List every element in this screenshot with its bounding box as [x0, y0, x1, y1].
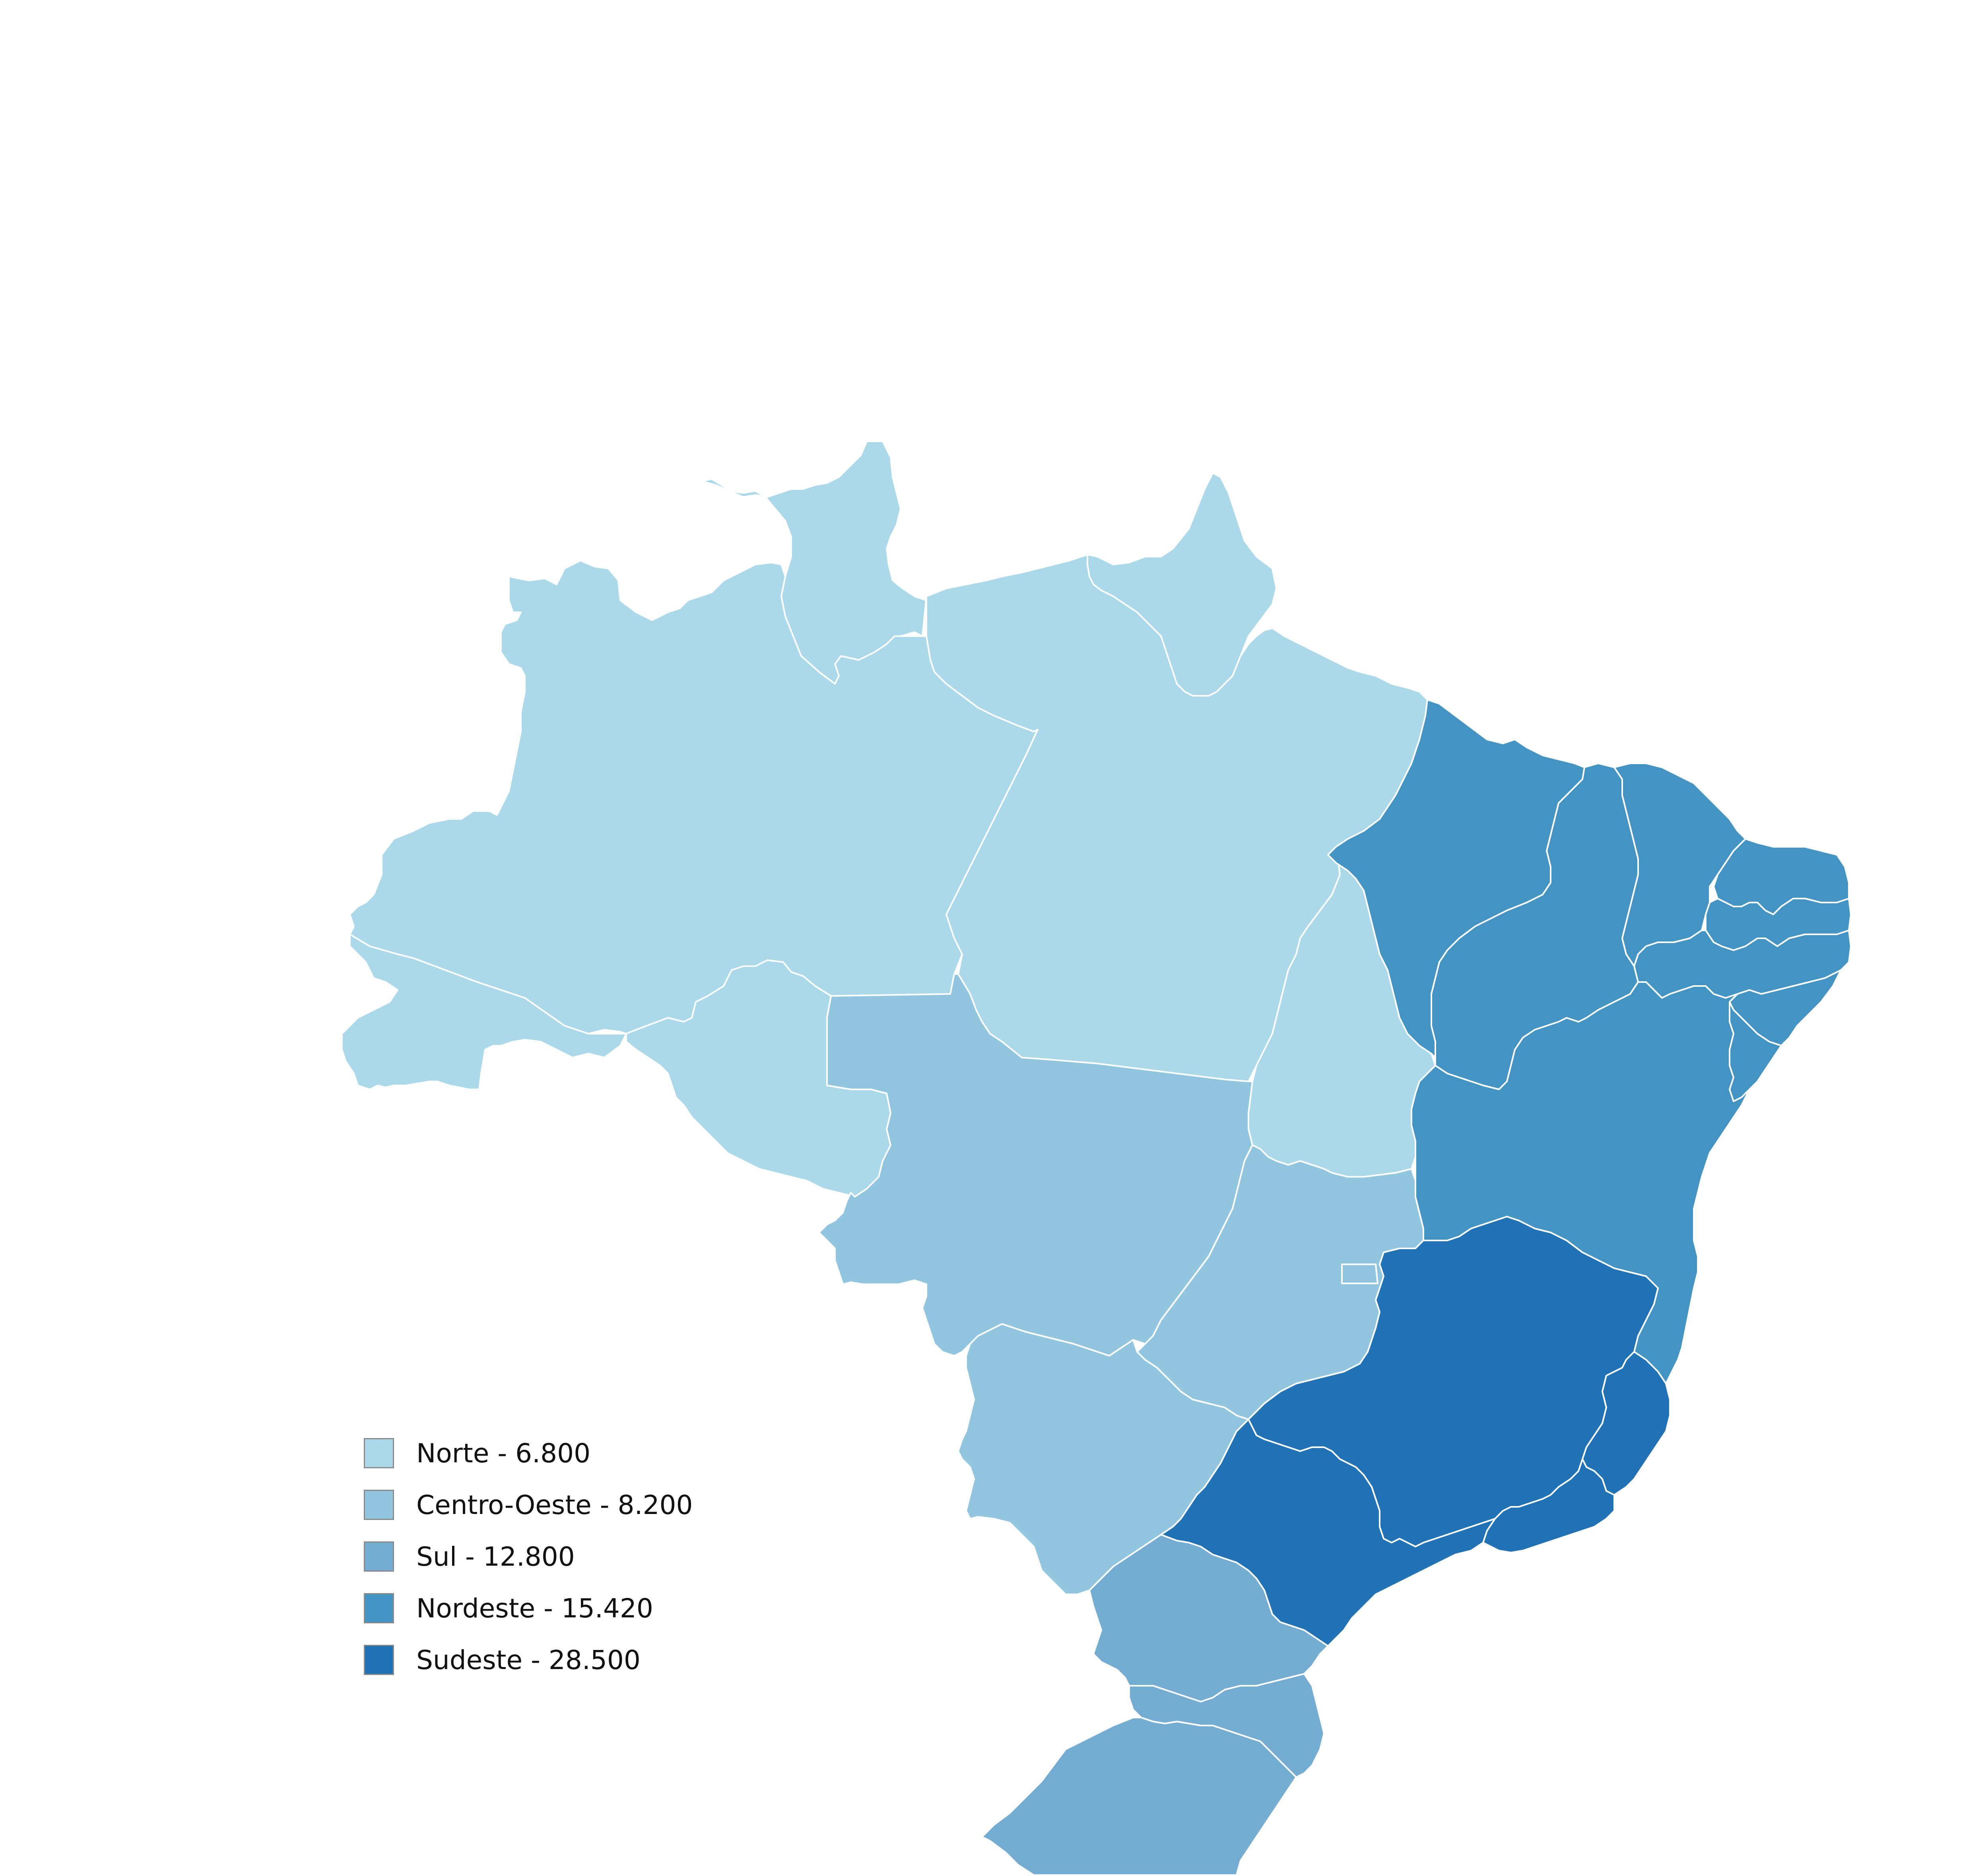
- legend-label: Centro-Oeste - 8.200: [416, 1489, 693, 1520]
- legend-item-centro-oeste: Centro-Oeste - 8.200: [364, 1479, 761, 1531]
- legend-label: Sul - 12.800: [416, 1541, 575, 1572]
- legend-swatch: [364, 1490, 394, 1520]
- legend-swatch: [364, 1541, 394, 1572]
- legend-label: Nordeste - 15.420: [416, 1593, 653, 1624]
- state-rio-de-janeiro[interactable]: [1482, 1458, 1615, 1553]
- state-distrito-federal[interactable]: [1341, 1264, 1378, 1284]
- legend-swatch: [364, 1645, 394, 1675]
- legend: Norte - 6.800 Centro-Oeste - 8.200 Sul -…: [364, 1427, 761, 1686]
- legend-item-nordeste: Nordeste - 15.420: [364, 1582, 761, 1634]
- legend-swatch: [364, 1593, 394, 1623]
- legend-label: Norte - 6.800: [416, 1438, 591, 1469]
- state-parana[interactable]: [1089, 1534, 1329, 1702]
- legend-item-sudeste: Sudeste - 28.500: [364, 1634, 761, 1686]
- legend-label: Sudeste - 28.500: [416, 1644, 641, 1675]
- legend-item-norte: Norte - 6.800: [364, 1427, 761, 1479]
- legend-item-sul: Sul - 12.800: [364, 1531, 761, 1582]
- state-acre[interactable]: [341, 934, 627, 1090]
- state-rio-grande-do-sul[interactable]: [981, 1717, 1297, 1875]
- legend-swatch: [364, 1438, 394, 1468]
